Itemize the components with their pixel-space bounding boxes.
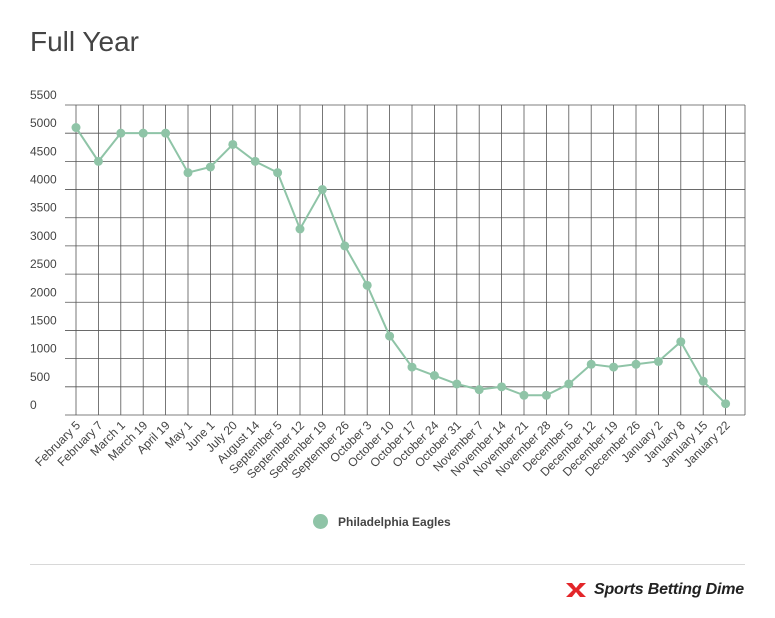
y-tick-label: 4000 [30, 173, 57, 187]
data-point [407, 362, 417, 372]
y-tick-label: 2000 [30, 285, 57, 299]
y-tick-label: 1500 [30, 313, 57, 327]
data-point [721, 399, 731, 409]
data-point [183, 168, 193, 178]
data-point [698, 376, 708, 386]
data-point [250, 156, 260, 166]
data-point [340, 241, 350, 251]
y-tick-label: 2500 [30, 257, 57, 271]
data-point [295, 224, 305, 234]
data-point [273, 168, 283, 178]
data-point [71, 123, 81, 133]
footer-divider [30, 564, 745, 565]
data-point [93, 156, 103, 166]
y-tick-label: 3000 [30, 229, 57, 243]
data-point [116, 128, 126, 138]
data-point [564, 379, 574, 389]
line-chart: 0 500 1000 1500 2000 2500 3000 3500 4000 4500 5000… [30, 88, 746, 481]
data-point [228, 139, 238, 149]
y-tick-label: 4500 [30, 144, 57, 158]
y-tick-label: 5000 [30, 116, 57, 130]
data-point [519, 390, 529, 400]
data-point [676, 337, 686, 347]
data-point [497, 382, 507, 392]
data-point [429, 371, 439, 381]
y-tick-label: 5500 [30, 88, 57, 102]
data-point [452, 379, 462, 389]
data-point [385, 331, 395, 341]
data-point [609, 362, 619, 372]
legend-label: Philadelphia Eagles [338, 514, 451, 529]
legend-marker [313, 514, 328, 529]
data-point [161, 128, 171, 138]
legend: Philadelphia Eagles [313, 514, 451, 529]
data-point [631, 359, 641, 369]
y-tick-label: 0 [30, 398, 37, 412]
data-point [541, 390, 551, 400]
brand-x-icon [566, 583, 586, 597]
y-tick-label: 500 [30, 370, 50, 384]
data-point [138, 128, 148, 138]
y-tick-label: 3500 [30, 201, 57, 215]
data-point [586, 359, 596, 369]
chart-title: Full Year [30, 26, 139, 57]
brand-logo: Sports Betting Dime [564, 580, 744, 600]
data-point [317, 185, 327, 195]
data-point [474, 385, 484, 395]
data-point [653, 356, 663, 366]
data-point [362, 280, 372, 290]
y-tick-label: 1000 [30, 342, 57, 356]
series-line-philadelphia-eagles [75, 126, 727, 405]
brand-name: Sports Betting Dime [594, 581, 744, 598]
data-point [205, 162, 215, 172]
